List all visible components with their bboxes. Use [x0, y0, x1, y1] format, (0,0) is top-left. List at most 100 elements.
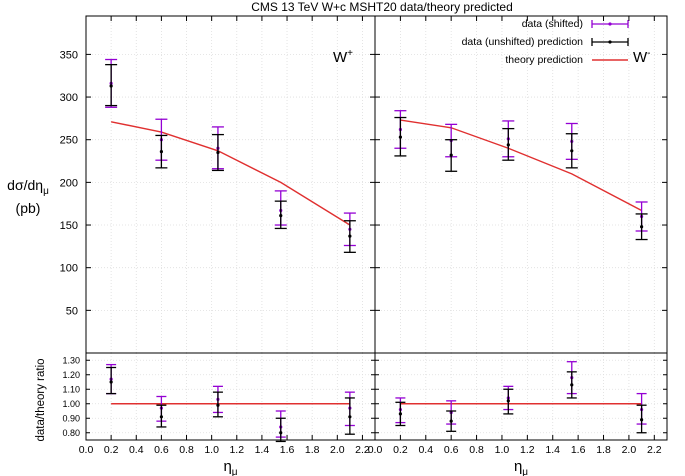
ratio-unshifted-errorbar	[566, 371, 577, 399]
ratio-unshifted-errorbar-point	[279, 431, 283, 435]
legend: data (shifted) data (unshifted) predicti…	[462, 18, 629, 66]
x-tick-label: 0.2	[104, 444, 119, 456]
ratio-unshifted-errorbar	[395, 401, 406, 427]
x-tick-label: 1.0	[495, 444, 510, 456]
y-tick-label: 300	[60, 92, 78, 104]
x-tick-label: 1.4	[545, 444, 560, 456]
ratio-unshifted-errorbar-point	[348, 415, 352, 419]
unshifted-errorbar	[155, 134, 168, 169]
ratio-unshifted-errorbar	[275, 417, 286, 443]
ratio-y-tick-label: 0.80	[62, 428, 80, 438]
panels-group: 0.0 0.2 0.4 0.6 0.8 1.0 1.2 1.4 1.6 1.8 2.0 2.2 ημ 50…	[60, 15, 668, 476]
ratio-unshifted-errorbar-point	[216, 403, 220, 407]
panel-2: 0.0 0.2 0.4 0.6 0.8 1.0 1.2 1.4 1.6 1.8 2.0 2.2 ημ W-	[368, 15, 668, 476]
ratio-unshifted-errorbar-point	[640, 418, 644, 422]
y-tick-label: 50	[66, 305, 78, 317]
unshifted-errorbar	[635, 213, 648, 241]
ratio-unshifted-errorbar	[344, 397, 355, 435]
y-tick-label: 350	[60, 49, 78, 61]
unshifted-errorbar-point	[279, 214, 283, 218]
ratio-unshifted-errorbar-point	[449, 419, 453, 423]
unshifted-errorbar-point	[640, 225, 644, 229]
y-axis-label-line1: dσ/dημ	[7, 177, 49, 197]
main-frame	[85, 15, 376, 354]
ratio-unshifted-errorbar	[446, 410, 457, 432]
ratio-unshifted-errorbar-point	[109, 380, 113, 384]
x-axis-label: ημ	[514, 458, 528, 476]
panel-1: 0.0 0.2 0.4 0.6 0.8 1.0 1.2 1.4 1.6 1.8 2.0 2.2 ημ 50…	[60, 15, 376, 476]
x-tick-label: 2.0	[330, 444, 345, 456]
unshifted-errorbar-point	[398, 135, 402, 139]
x-tick-label: 0.6	[444, 444, 459, 456]
panel-label-w-minus: W-	[633, 48, 651, 66]
unshifted-errorbar-point	[570, 149, 574, 153]
ratio-unshifted-errorbar	[156, 404, 167, 428]
y-tick-label: 100	[60, 263, 78, 275]
unshifted-errorbar	[274, 200, 287, 230]
unshifted-errorbar	[565, 133, 578, 169]
x-tick-label: 1.6	[280, 444, 295, 456]
ratio-unshifted-errorbar	[212, 391, 223, 418]
x-tick-label: 2.0	[622, 444, 637, 456]
ratio-unshifted-errorbar	[636, 404, 647, 434]
legend-label-theory: theory prediction	[505, 54, 583, 66]
unshifted-errorbar-point	[449, 153, 453, 157]
x-tick-label: 1.8	[596, 444, 611, 456]
x-tick-label: 0.4	[129, 444, 144, 456]
x-tick-label: 0.2	[393, 444, 408, 456]
main-frame	[374, 15, 668, 354]
legend-mark-unshifted-point	[608, 40, 612, 44]
ratio-unshifted-errorbar	[106, 366, 117, 395]
ratio-unshifted-errorbar-point	[506, 399, 510, 403]
legend-mark-shifted-point	[608, 22, 612, 26]
ratio-frame	[374, 352, 668, 441]
ratio-unshifted-errorbar	[503, 388, 514, 415]
x-tick-label: 1.0	[204, 444, 219, 456]
x-tick-label: 2.2	[647, 444, 662, 456]
unshifted-errorbar	[394, 116, 407, 157]
x-tick-label: 0.4	[418, 444, 433, 456]
x-tick-label: 0.0	[79, 444, 94, 456]
unshifted-errorbar	[343, 220, 356, 253]
y-tick-label: 150	[60, 220, 78, 232]
legend-label-shifted: data (shifted)	[522, 18, 583, 30]
y-axis-label-line2: (pb)	[16, 200, 41, 216]
unshifted-errorbar-point	[216, 150, 220, 155]
legend-mark-shifted	[591, 20, 629, 28]
x-tick-label: 0.8	[179, 444, 194, 456]
panel-label-w-plus: W+	[333, 48, 353, 66]
ratio-frame	[85, 352, 376, 441]
unshifted-errorbar	[105, 63, 118, 107]
ratio-y-tick-label: 1.00	[62, 399, 80, 409]
legend-marks	[591, 20, 629, 61]
ratio-y-tick-label: 1.30	[62, 355, 80, 365]
x-tick-label: 1.6	[571, 444, 586, 456]
unshifted-errorbar-point	[159, 150, 163, 154]
unshifted-errorbar-point	[348, 234, 352, 238]
ratio-unshifted-errorbar-point	[570, 383, 574, 387]
x-tick-label: 0.8	[469, 444, 484, 456]
theory-line	[110, 121, 351, 226]
legend-mark-unshifted	[591, 38, 629, 46]
x-tick-label: 0.6	[154, 444, 169, 456]
ratio-unshifted-errorbar-point	[398, 412, 402, 416]
ratio-y-tick-label: 1.10	[62, 384, 80, 394]
chart-title: CMS 13 TeV W+c MSHT20 data/theory predic…	[251, 0, 513, 14]
ratio-y-axis-label: data/theory ratio	[35, 358, 47, 441]
ratio-y-tick-label: 1.20	[62, 370, 80, 380]
unshifted-errorbar	[211, 133, 224, 172]
y-axis-label: dσ/dημ (pb)	[7, 177, 49, 216]
y-tick-label: 250	[60, 135, 78, 147]
x-axis-label: ημ	[223, 458, 237, 476]
legend-label-unshifted: data (unshifted) prediction	[462, 36, 584, 48]
ratio-y-tick-label: 0.90	[62, 413, 80, 423]
theory-line	[400, 119, 642, 212]
unshifted-errorbar	[502, 127, 515, 161]
x-tick-label: 1.2	[229, 444, 244, 456]
y-tick-label: 200	[60, 177, 78, 189]
unshifted-errorbar-point	[506, 143, 510, 147]
x-tick-label: 1.2	[520, 444, 535, 456]
x-tick-label: 1.8	[305, 444, 320, 456]
unshifted-errorbar-point	[109, 84, 113, 88]
